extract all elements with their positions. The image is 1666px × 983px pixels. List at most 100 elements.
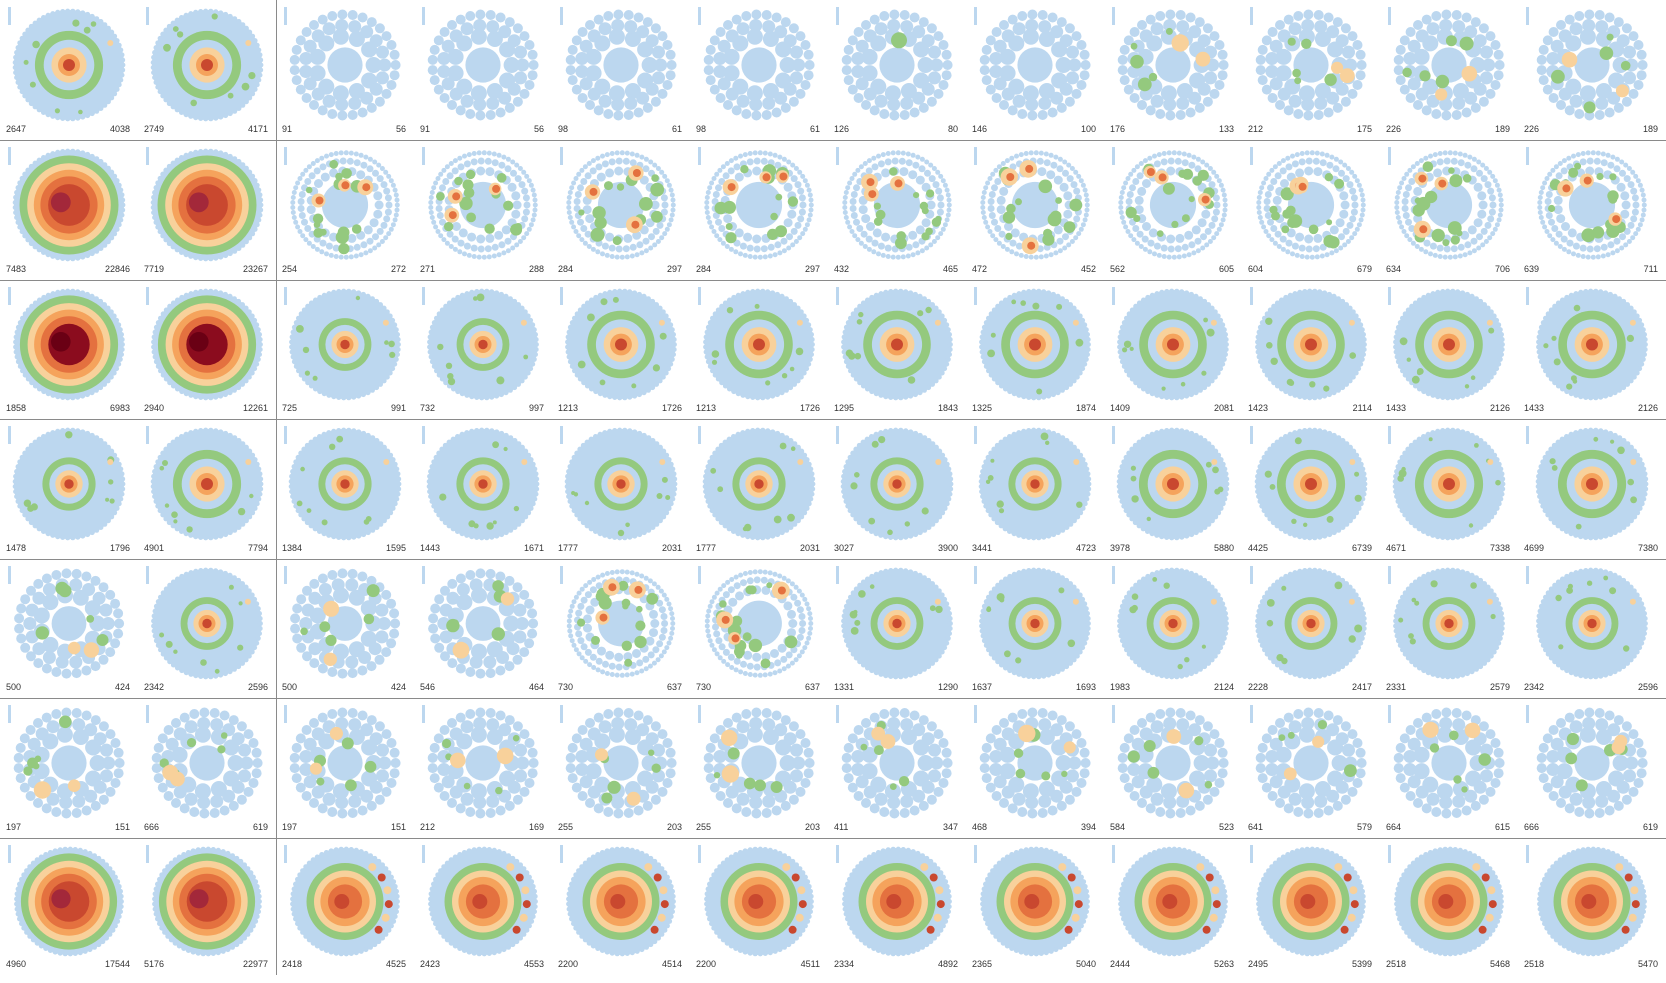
node-red: [448, 211, 457, 220]
leaf-node: [566, 354, 572, 360]
leaf-node: [598, 22, 612, 36]
leaf-node: [1560, 167, 1568, 175]
leaf-node: [114, 86, 120, 92]
leaf-node: [1573, 430, 1579, 436]
leaf-node: [1188, 25, 1202, 39]
node-green: [1056, 303, 1063, 310]
leaf-node: [942, 366, 948, 372]
leaf-node: [888, 395, 894, 400]
leaf-node: [668, 361, 674, 367]
leaf-node: [236, 159, 242, 164]
leaf-node: [1223, 337, 1229, 342]
leaf-node: [523, 514, 529, 520]
node-green: [1002, 211, 1016, 224]
leaf-node: [70, 535, 76, 541]
leaf-node: [745, 428, 751, 434]
leaf-node: [614, 150, 620, 156]
leaf-node: [1432, 152, 1438, 158]
leaf-node: [306, 164, 312, 170]
leaf-node: [779, 293, 785, 299]
leaf-node: [252, 86, 258, 92]
leaf-node: [384, 194, 392, 202]
leaf-node: [709, 180, 715, 186]
leaf-node: [109, 29, 115, 35]
leaf-node: [1150, 22, 1164, 36]
leaf-node: [203, 535, 209, 541]
leaf-node: [491, 159, 499, 167]
leaf-node: [1564, 434, 1569, 439]
node-green: [305, 186, 313, 194]
leaf-node: [289, 54, 300, 65]
leaf-node: [908, 170, 918, 180]
leaf-node: [363, 154, 369, 160]
leaf-node: [624, 96, 638, 110]
leaf-node: [585, 65, 602, 82]
legend-mark: [1112, 287, 1115, 305]
leaf-node: [888, 428, 894, 433]
leaf-node: [1048, 152, 1054, 158]
leaf-node: [666, 222, 672, 228]
leaf-node: [324, 251, 329, 257]
leaf-node: [152, 50, 158, 55]
leaf-node: [1545, 372, 1551, 378]
leaf-node: [151, 628, 157, 634]
leaf-node: [112, 452, 118, 458]
leaf-node: [1633, 173, 1639, 179]
leaf-node: [655, 166, 661, 171]
leaf-node: [915, 225, 925, 235]
leaf-node: [936, 194, 944, 202]
leaf-node: [738, 251, 743, 257]
node-green: [887, 529, 893, 536]
leaf-node: [1017, 11, 1028, 21]
node-green: [105, 497, 110, 502]
leaf-node: [1200, 159, 1206, 165]
leaf-node: [170, 579, 176, 585]
leaf-node: [163, 307, 169, 313]
leaf-node: [614, 166, 624, 176]
leaf-node: [82, 583, 96, 596]
leaf-node: [604, 252, 610, 258]
leaf-node: [912, 291, 918, 297]
leaf-node: [752, 150, 758, 156]
leaf-node: [1217, 49, 1228, 60]
leaf-node: [252, 226, 258, 232]
leaf-node: [324, 153, 329, 159]
node-green: [1130, 475, 1137, 482]
leaf-node: [786, 245, 792, 251]
left-count-label: 176: [1110, 124, 1126, 134]
leaf-node: [855, 77, 869, 91]
leaf-node: [1496, 501, 1502, 507]
leaf-node: [841, 65, 852, 76]
leaf-node: [1340, 23, 1351, 34]
leaf-node: [1536, 489, 1542, 495]
node-green: [1288, 380, 1295, 386]
leaf-node: [580, 225, 588, 232]
leaf-node: [656, 221, 664, 229]
leaf-node: [1181, 159, 1189, 167]
left-count-label: 4699: [1524, 543, 1545, 553]
leaf-node: [1326, 25, 1340, 39]
legend-mark: [8, 147, 11, 165]
leaf-node: [668, 322, 674, 328]
leaf-node: [1548, 27, 1559, 37]
leaf-node: [898, 288, 904, 294]
leaf-node: [1612, 432, 1618, 438]
leaf-node: [1194, 102, 1205, 113]
leaf-node: [1307, 427, 1313, 433]
leaf-node: [938, 80, 949, 90]
leaf-node: [451, 167, 459, 175]
leaf-node: [1264, 191, 1272, 198]
central-node: [879, 47, 915, 83]
leaf-node: [98, 385, 104, 391]
leaf-node: [1036, 535, 1042, 541]
leaf-node: [1575, 252, 1581, 258]
node-green: [1596, 172, 1604, 181]
leaf-node: [804, 317, 810, 323]
leaf-node: [179, 155, 184, 160]
leaf-node: [1551, 442, 1557, 448]
leaf-node: [246, 309, 252, 315]
leaf-node: [179, 294, 185, 300]
circle-packing: [8, 287, 125, 401]
leaf-node: [1119, 464, 1125, 470]
